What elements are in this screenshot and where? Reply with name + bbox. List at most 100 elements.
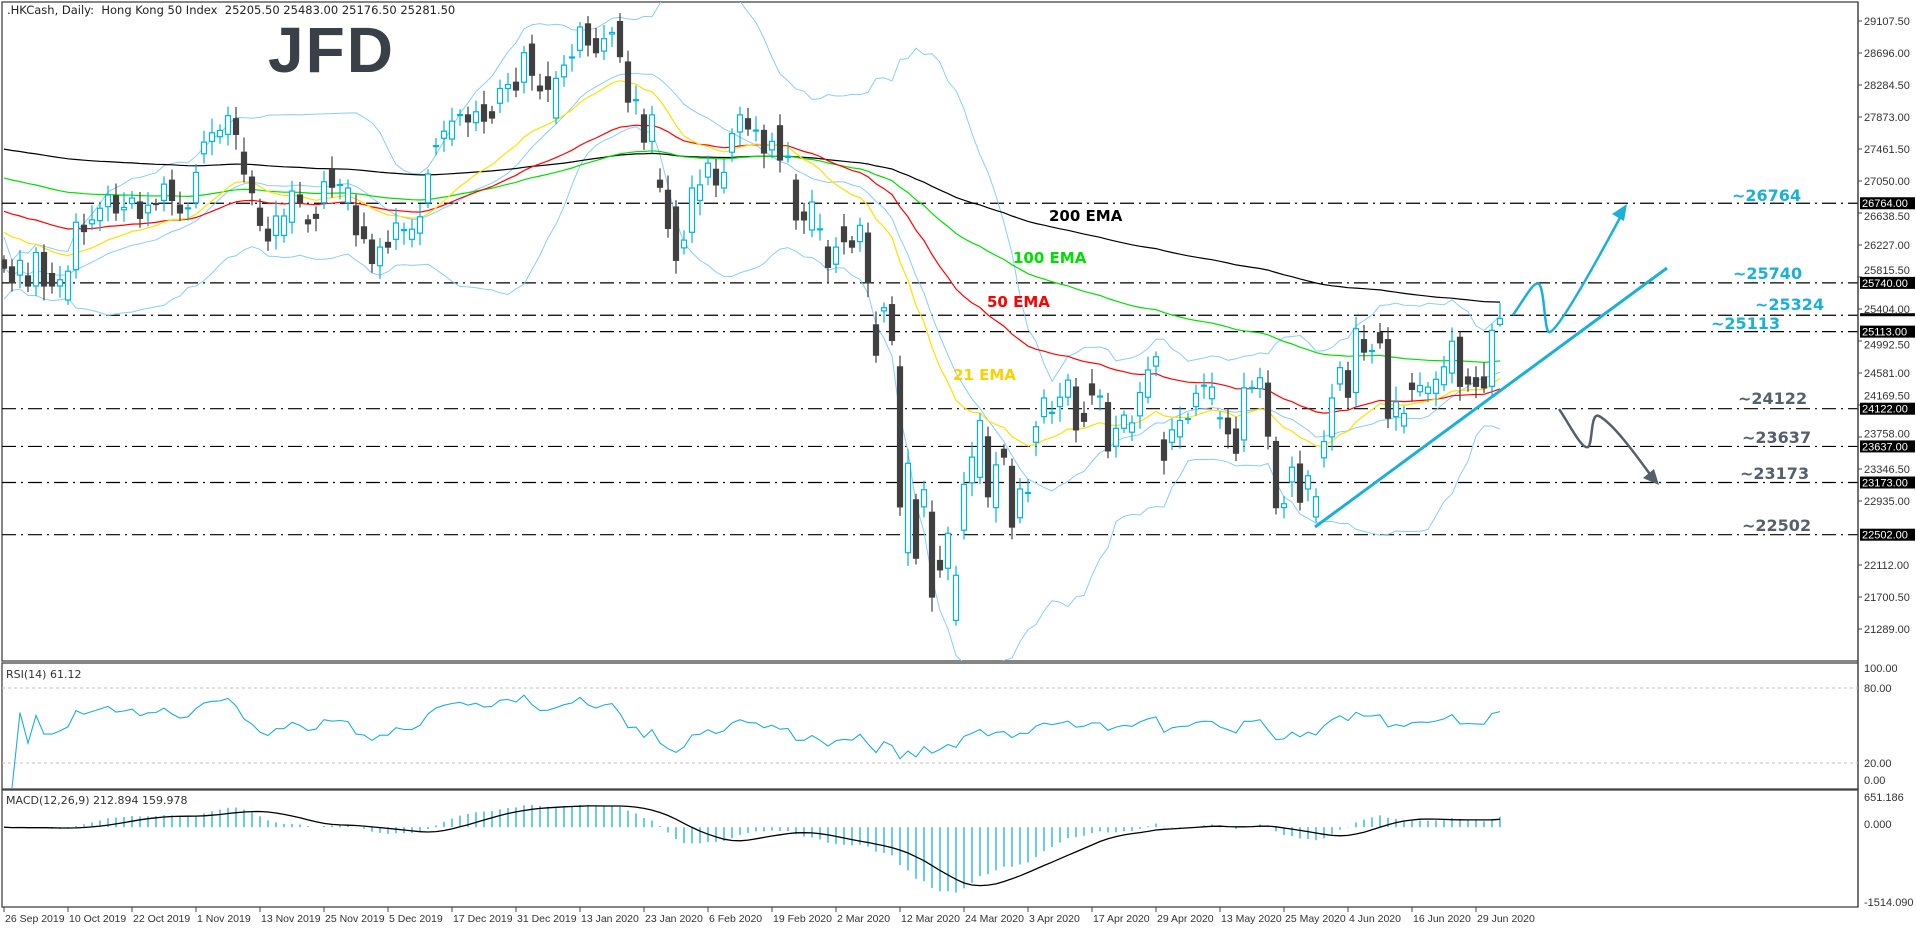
price-tick-label: 22935.00: [1864, 496, 1910, 508]
level-price-label: 24122.00: [1862, 404, 1908, 416]
price-tick-label: 25815.50: [1864, 265, 1910, 277]
candle-body: [720, 171, 728, 189]
date-tick-label: 6 Feb 2020: [709, 913, 762, 925]
date-tick-label: 17 Dec 2019: [453, 913, 513, 925]
candle-body: [1248, 386, 1256, 390]
bullish-candle: [856, 217, 864, 252]
bearish-candle: [1272, 436, 1280, 515]
candle-body: [424, 173, 432, 204]
macd-tick-label: 651.186: [1864, 792, 1904, 804]
candle-body: [1200, 384, 1208, 387]
candle-body: [336, 183, 344, 187]
candle-body: [2, 259, 8, 269]
candle-body: [704, 162, 712, 178]
candle-body: [56, 279, 64, 287]
date-axis: 26 Sep 2019 10 Oct 2019 22 Oct 2019 1 Nov 2…: [3, 907, 1535, 925]
bullish-scenario-arrow: [1511, 213, 1624, 334]
candle-body: [104, 194, 112, 208]
bearish-candle: [80, 213, 88, 245]
bearish-candle: [1160, 431, 1168, 475]
candlesticks: [2, 13, 1504, 626]
candle-body: [768, 140, 776, 151]
candle-body: [448, 120, 456, 140]
candle-body: [488, 111, 496, 119]
bullish-candle: [1112, 415, 1120, 458]
bearish-candle: [360, 212, 368, 244]
candle-body: [744, 118, 752, 130]
bullish-candle: [184, 202, 192, 221]
bearish-candle: [1232, 416, 1240, 462]
bearish-candle: [848, 236, 856, 254]
bearish-candle: [592, 27, 600, 58]
candle-body: [160, 183, 168, 202]
candle-body: [1296, 463, 1304, 503]
bullish-candle: [720, 159, 728, 194]
level-label-24122: ~24122: [1738, 389, 1808, 408]
candle-body: [960, 483, 968, 531]
bearish-candle: [248, 170, 256, 206]
candle-body: [272, 215, 280, 237]
level-price-label: 25113.00: [1862, 327, 1907, 339]
candle-body: [1216, 417, 1224, 420]
bullish-candle: [160, 176, 168, 212]
candle-body: [1256, 377, 1264, 390]
macd-panel-frame: [1, 789, 1859, 908]
candle-body: [64, 270, 72, 301]
rsi-tick-label: 20.00: [1864, 758, 1892, 770]
bearish-candle: [488, 105, 496, 124]
price-tick-label: 26638.50: [1864, 211, 1910, 223]
level-price-label: 23173.00: [1862, 478, 1908, 490]
candle-body: [1272, 440, 1280, 509]
candle-body: [24, 275, 32, 287]
bearish-candle: [528, 34, 536, 91]
bearish-candle: [1480, 362, 1488, 393]
bearish-candle: [48, 262, 56, 294]
candle-body: [368, 239, 376, 265]
candle-body: [456, 113, 464, 117]
price-tick-label: 23758.00: [1864, 428, 1910, 440]
date-tick-label: 13 May 2020: [1221, 913, 1282, 925]
bullish-candle: [608, 26, 616, 48]
level-price-box: [1860, 276, 1915, 289]
candle-body: [248, 176, 256, 194]
date-tick-label: 25 May 2020: [1285, 913, 1346, 925]
bearish-candle: [912, 493, 920, 565]
bearish-candle: [304, 214, 312, 233]
bullish-candle: [1120, 410, 1128, 433]
bullish-candle: [600, 25, 608, 61]
bearish-candle: [1104, 392, 1112, 459]
bullish-candle: [1192, 384, 1200, 416]
bullish-candle: [440, 120, 448, 152]
bullish-candle: [944, 526, 952, 581]
bullish-candle: [568, 43, 576, 72]
candle-body: [952, 574, 960, 621]
jfd-logo: JFD: [268, 14, 393, 86]
bearish-candle: [24, 262, 32, 293]
bullish-candle: [208, 118, 216, 156]
date-tick-label: 1 Nov 2019: [197, 913, 251, 925]
bearish-candle: [1472, 366, 1480, 399]
date-tick-label: 17 Apr 2020: [1093, 913, 1150, 925]
panel-frames: [1, 1, 1859, 908]
candle-body: [1176, 419, 1184, 438]
candle-body: [776, 125, 784, 161]
candle-body: [1376, 332, 1384, 344]
bullish-candle: [952, 565, 960, 626]
price-tick-label: 24581.00: [1864, 368, 1910, 380]
bearish-candle: [1360, 324, 1368, 361]
level-label-22502: ~22502: [1742, 516, 1812, 535]
bearish-candle: [984, 426, 992, 508]
candle-body: [232, 118, 240, 135]
candle-body: [552, 77, 560, 119]
candle-body: [992, 464, 1000, 509]
bearish-candle: [1008, 458, 1016, 540]
candle-body: [400, 229, 408, 232]
candle-body: [536, 85, 544, 92]
bullish-candle: [32, 247, 40, 297]
bullish-candle: [1424, 381, 1432, 403]
bullish-candle: [1328, 383, 1336, 451]
bearish-candle: [1224, 408, 1232, 449]
bullish-arrowhead-icon: [1612, 204, 1627, 221]
price-tick-label: 29107.50: [1864, 16, 1910, 28]
bullish-candle: [1320, 430, 1328, 468]
